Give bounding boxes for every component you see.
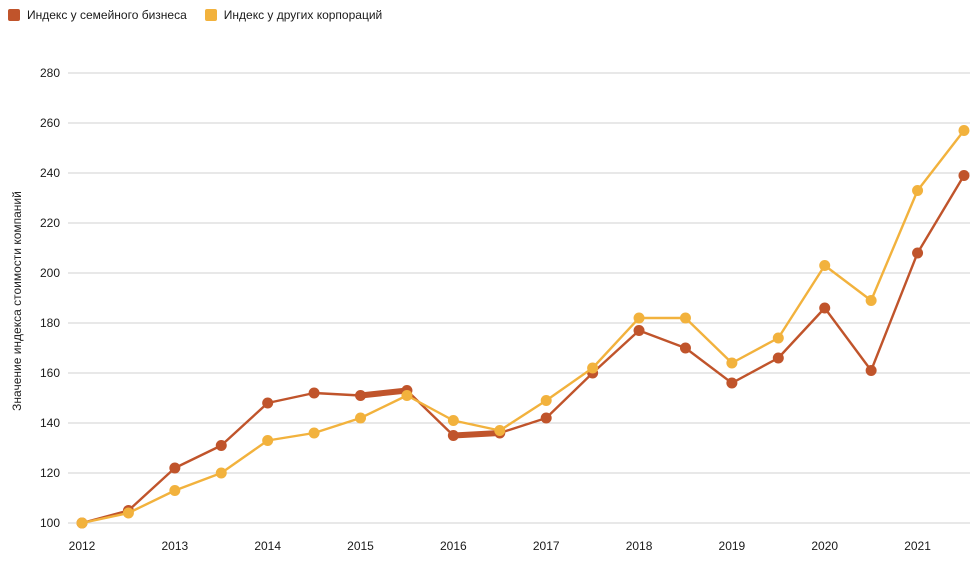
series-line-0	[80, 174, 966, 525]
y-tick-160: 160	[40, 366, 60, 380]
legend-label: Индекс у семейного бизнеса	[27, 8, 187, 22]
data-point-s1-11[interactable]	[587, 362, 599, 374]
x-tick-2017: 2017	[533, 539, 560, 553]
data-point-s0-10[interactable]	[540, 412, 552, 424]
data-point-s0-18[interactable]	[912, 247, 924, 259]
x-tick-2019: 2019	[719, 539, 746, 553]
legend-swatch-corporations	[204, 9, 217, 21]
data-point-s1-10[interactable]	[540, 395, 552, 406]
data-point-s1-5[interactable]	[308, 427, 320, 439]
x-tick-2018: 2018	[626, 539, 653, 553]
y-tick-240: 240	[40, 166, 60, 180]
data-point-s0-2[interactable]	[169, 462, 181, 474]
chart-legend: Индекс у семейного бизнеса Индекс у други…	[8, 8, 382, 22]
x-tick-2015: 2015	[347, 539, 374, 553]
data-point-s1-4[interactable]	[262, 435, 274, 446]
series-line-1	[80, 129, 966, 525]
series-line-0-thick-segment	[450, 430, 503, 439]
data-point-s1-2[interactable]	[169, 485, 181, 496]
x-tick-2021: 2021	[904, 539, 931, 553]
y-tick-200: 200	[40, 266, 60, 280]
data-point-s1-15[interactable]	[772, 332, 784, 344]
data-point-s1-8[interactable]	[447, 415, 459, 426]
data-point-s0-16[interactable]	[819, 302, 831, 314]
x-tick-2013: 2013	[161, 539, 188, 553]
y-tick-280: 280	[40, 66, 60, 80]
data-point-s1-0[interactable]	[76, 517, 88, 529]
legend-swatch-family	[8, 9, 20, 21]
y-tick-140: 140	[40, 416, 60, 430]
data-point-s1-17[interactable]	[865, 295, 877, 306]
data-point-s0-14[interactable]	[726, 377, 738, 389]
data-point-s1-1[interactable]	[122, 507, 134, 519]
data-point-s1-6[interactable]	[355, 412, 367, 424]
y-tick-100: 100	[40, 516, 60, 530]
data-point-s0-4[interactable]	[262, 397, 274, 409]
data-point-s1-9[interactable]	[494, 425, 506, 436]
x-tick-2012: 2012	[69, 539, 96, 553]
data-point-s1-14[interactable]	[726, 357, 738, 369]
data-point-s1-7[interactable]	[401, 390, 413, 401]
data-point-s0-15[interactable]	[772, 352, 784, 364]
legend-label: Индекс у других корпораций	[223, 8, 383, 22]
y-tick-120: 120	[40, 466, 60, 480]
y-tick-220: 220	[40, 216, 60, 230]
data-point-s0-12[interactable]	[633, 325, 645, 336]
data-point-s1-19[interactable]	[958, 125, 970, 136]
data-point-s0-19[interactable]	[958, 170, 970, 181]
data-point-s1-3[interactable]	[215, 467, 227, 479]
data-point-s1-16[interactable]	[819, 260, 831, 271]
data-point-s0-17[interactable]	[865, 365, 877, 376]
data-point-s1-18[interactable]	[912, 185, 924, 196]
data-point-s0-13[interactable]	[679, 342, 691, 354]
x-tick-2016: 2016	[440, 539, 467, 553]
legend-item-family[interactable]: Индекс у семейного бизнеса	[8, 8, 187, 22]
y-tick-260: 260	[40, 116, 60, 130]
x-tick-2014: 2014	[254, 539, 281, 553]
data-point-s0-5[interactable]	[308, 387, 320, 399]
x-tick-2020: 2020	[811, 539, 838, 553]
data-point-s0-3[interactable]	[215, 440, 227, 451]
data-point-s0-6[interactable]	[355, 390, 367, 401]
legend-item-corporations[interactable]: Индекс у других корпораций	[204, 8, 383, 22]
series-line-0-thick-segment	[357, 387, 410, 399]
data-point-s1-13[interactable]	[679, 312, 691, 324]
data-point-s0-8[interactable]	[447, 430, 459, 441]
y-tick-180: 180	[40, 316, 60, 330]
data-point-s1-12[interactable]	[633, 312, 645, 324]
